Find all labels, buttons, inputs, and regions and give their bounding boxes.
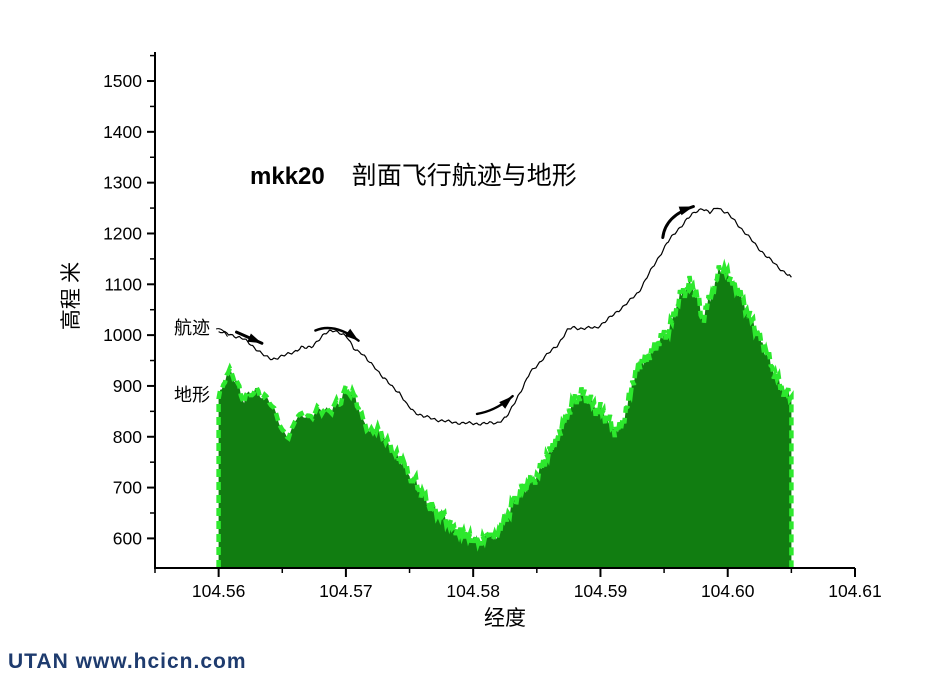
chart-title-id: mkk20: [250, 163, 325, 190]
x-tick-label: 104.61: [828, 581, 882, 601]
y-axis-title: 高程 米: [59, 261, 83, 331]
chart-title: mkk20 剖面飞行航迹与地形: [250, 156, 577, 192]
flight-direction-arrow: [235, 330, 264, 345]
y-tick-label: 1100: [104, 274, 142, 294]
arrow-shaft: [661, 205, 695, 239]
y-tick-label: 1300: [103, 173, 142, 193]
watermark-text: UTAN www.hcicn.com: [8, 650, 247, 673]
terrain-series: [216, 258, 794, 568]
y-tick-label: 1000: [103, 325, 142, 345]
x-tick-label: 104.58: [446, 581, 500, 601]
y-tick-label: 900: [113, 376, 142, 396]
arrow-head-icon: [344, 328, 359, 341]
terrain-area: [218, 265, 792, 568]
arrow-head-icon: [678, 206, 694, 216]
x-tick-label: 104.56: [192, 581, 246, 601]
x-tick-label: 104.59: [574, 581, 628, 601]
y-tick-label: 1500: [103, 71, 142, 91]
flight-direction-arrow: [661, 205, 695, 239]
flight-track-line: [218, 207, 792, 426]
flight-track-label: 航迹: [174, 318, 210, 338]
y-tick-label: 1400: [103, 122, 142, 142]
x-tick-label: 104.60: [701, 581, 755, 601]
y-tick-label: 700: [113, 478, 142, 498]
y-tick-label: 1200: [103, 223, 142, 243]
label-leader-line: [215, 328, 228, 337]
x-axis: 104.56 104.57 104.58 104.59 104.60 104.61: [154, 568, 882, 601]
x-tick-label: 104.57: [319, 581, 373, 601]
y-axis: 600 700 800 900 1000 1100 1200 1300 1400 1500: [103, 54, 155, 548]
y-tick-label: 800: [113, 427, 142, 447]
flight-direction-arrow: [475, 394, 514, 416]
flight-direction-arrow: [314, 326, 360, 342]
arrow-head-icon: [499, 396, 513, 409]
terrain-edge-highlight: [216, 258, 794, 568]
x-axis-title: 经度: [484, 606, 526, 630]
arrow-head-icon: [247, 333, 262, 344]
y-tick-label: 600: [113, 528, 142, 548]
chart-title-text: 剖面飞行航迹与地形: [351, 163, 577, 190]
terrain-label: 地形: [174, 385, 210, 405]
